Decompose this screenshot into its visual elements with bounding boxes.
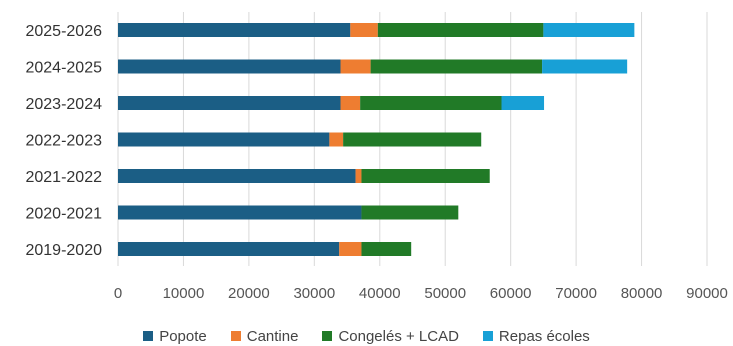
legend-swatch <box>143 331 154 341</box>
bars <box>118 23 635 256</box>
legend-label: Cantine <box>246 327 299 345</box>
bar-segment <box>118 23 351 37</box>
legend-label: Congelés + LCAD <box>338 327 459 345</box>
bar-segment <box>350 23 378 37</box>
bar-segment <box>329 132 344 147</box>
category-label: 2023-2024 <box>25 96 102 113</box>
legend-item: Congelés + LCAD <box>322 327 459 345</box>
bar-segment <box>377 23 544 37</box>
x-tick-label: 30000 <box>293 285 335 302</box>
x-tick-label: 20000 <box>228 285 270 302</box>
bar-segment <box>361 205 459 220</box>
bar-segment <box>355 169 362 183</box>
x-axis-tick-labels: 0 10000 20000 30000 40000 50000 60000 70000 8000… <box>114 285 728 302</box>
x-tick-label: 40000 <box>359 285 401 302</box>
x-tick-label: 90000 <box>686 285 728 302</box>
bar-segment <box>340 59 371 74</box>
bar-segment <box>361 169 490 183</box>
bar-segment <box>340 96 361 110</box>
bar-segment <box>118 132 330 147</box>
x-tick-label: 10000 <box>163 285 205 302</box>
bar-segment <box>370 59 543 74</box>
category-label: 2024-2025 <box>25 60 102 77</box>
legend-item: Popote <box>143 328 207 345</box>
legend-swatch <box>482 331 493 341</box>
legend-label: Popote <box>159 327 207 345</box>
bar-segment <box>360 96 502 110</box>
legend: Popote Cantine Congelés + LCAD Repas écoles <box>0 326 733 346</box>
bar-segment <box>118 59 341 74</box>
bar-segment <box>118 169 356 183</box>
bar-segment <box>118 96 341 110</box>
category-label: 2020-2021 <box>25 206 102 223</box>
category-labels: 2019-2020 2020-2021 2021-2022 2022-2023 2023… <box>25 23 102 259</box>
category-label: 2025-2026 <box>25 23 102 40</box>
x-tick-label: 80000 <box>621 285 663 302</box>
category-label: 2019-2020 <box>25 242 102 259</box>
bar-segment <box>542 59 628 74</box>
x-tick-label: 60000 <box>490 285 532 302</box>
legend-item: Repas écoles <box>482 327 590 345</box>
x-tick-label: 0 <box>114 285 122 302</box>
category-label: 2022-2023 <box>25 133 102 150</box>
legend-swatch <box>322 331 333 341</box>
bar-segment <box>543 23 635 37</box>
bar-segment <box>361 242 412 256</box>
x-tick-label: 70000 <box>555 285 597 302</box>
category-label: 2021-2022 <box>25 169 102 186</box>
bar-segment <box>343 132 482 147</box>
x-tick-label: 50000 <box>424 285 466 302</box>
legend-item: Cantine <box>230 327 299 345</box>
legend-label: Repas écoles <box>498 327 590 345</box>
bar-segment <box>118 205 362 220</box>
bar-segment <box>339 242 362 256</box>
bar-segment <box>501 96 545 110</box>
legend-swatch <box>230 331 241 341</box>
bar-segment <box>118 242 340 256</box>
